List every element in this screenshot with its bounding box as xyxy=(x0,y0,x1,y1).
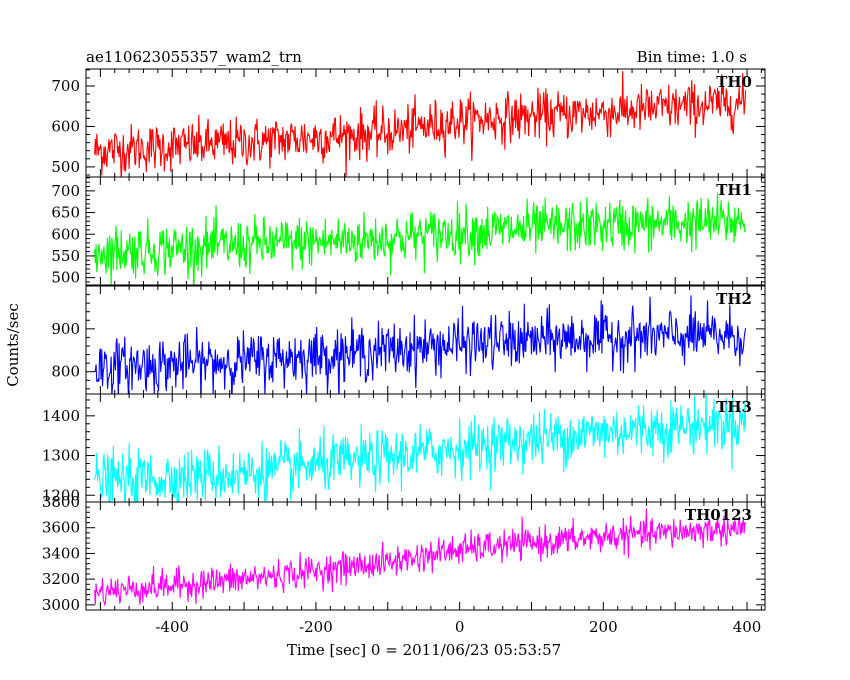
series-line-th1 xyxy=(94,192,747,285)
y-tick-label: 700 xyxy=(51,77,80,95)
header-right-bin-time: Bin time: 1.0 s xyxy=(637,48,747,66)
y-tick-label: 600 xyxy=(51,117,80,135)
panel-frame-th0 xyxy=(85,68,766,178)
y-tick-label: 3000 xyxy=(42,596,80,614)
y-tick-label: 1400 xyxy=(42,407,80,425)
panel-label-th3: TH3 xyxy=(716,398,752,416)
y-tick-label: 900 xyxy=(51,320,80,338)
y-tick-label: 1200 xyxy=(42,486,80,504)
panels-group: 500 600 700 TH0 500 550 600 650 700 TH1 800 900 TH2 1… xyxy=(42,68,766,636)
y-tick-label: 650 xyxy=(51,204,80,222)
x-axis-label: Time [sec] 0 = 2011/06/23 05:53:57 xyxy=(287,641,561,659)
x-tick-label: 0 xyxy=(455,618,465,636)
x-tick-label: -200 xyxy=(299,618,333,636)
header-left-title: ae110623055357_wam2_trn xyxy=(86,48,302,66)
series-line-th2 xyxy=(94,295,747,394)
series-line-th3 xyxy=(94,394,747,502)
y-tick-label: 550 xyxy=(51,247,80,265)
y-tick-label: 3800 xyxy=(42,493,80,511)
y-tick-label: 3200 xyxy=(42,570,80,588)
y-tick-label: 800 xyxy=(51,363,80,381)
y-tick-label: 3400 xyxy=(42,544,80,562)
panel-label-th0: TH0 xyxy=(716,73,752,91)
y-tick-label: 1300 xyxy=(42,447,80,465)
series-line-th0 xyxy=(94,71,747,177)
y-axis-label: Counts/sec xyxy=(4,303,22,387)
panel-label-th2: TH2 xyxy=(716,290,752,308)
panel-label-th1: TH1 xyxy=(716,181,752,199)
y-tick-label: 500 xyxy=(51,269,80,287)
series-line-th0123 xyxy=(94,508,747,607)
y-tick-label: 500 xyxy=(51,158,80,176)
y-tick-label: 700 xyxy=(51,182,80,200)
y-tick-label: 3600 xyxy=(42,519,80,537)
y-tick-label: 600 xyxy=(51,225,80,243)
panel-label-th0123: TH0123 xyxy=(685,506,752,524)
panel-frame-th1 xyxy=(85,176,766,286)
panel-frame-th0123 xyxy=(85,501,766,611)
x-tick-label: -400 xyxy=(155,618,189,636)
x-tick-label: 400 xyxy=(733,618,762,636)
x-tick-label: 200 xyxy=(589,618,618,636)
